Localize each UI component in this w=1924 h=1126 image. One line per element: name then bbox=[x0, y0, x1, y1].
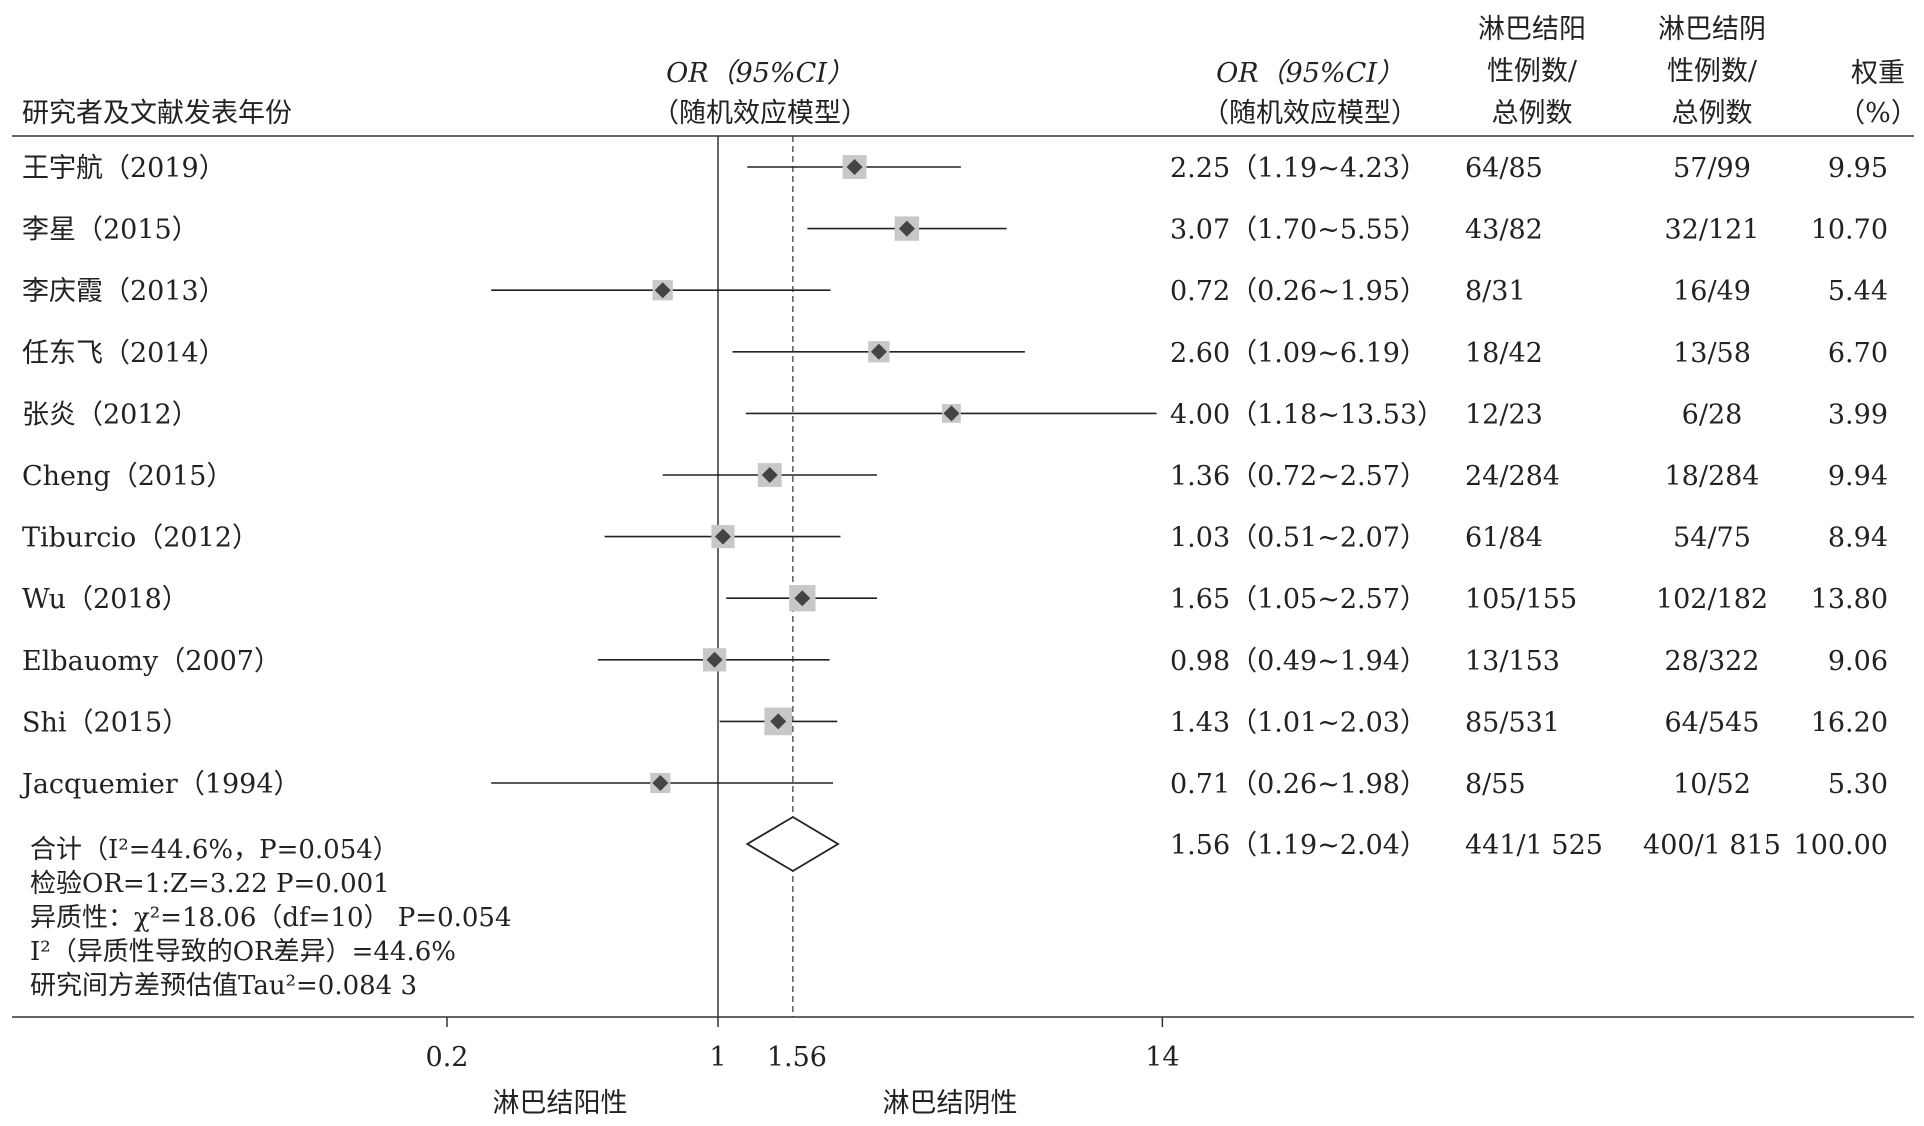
reference-tick-label: 1.56 bbox=[767, 1042, 827, 1073]
pooled-or-ci-value: 1.56（1.19~2.04） bbox=[1170, 830, 1427, 861]
study-column-header: 研究者及文献发表年份 bbox=[22, 98, 292, 129]
point-estimate-marker bbox=[761, 467, 778, 483]
or-ci-value: 2.60（1.09~6.19） bbox=[1170, 338, 1427, 369]
study-label: Tiburcio（2012） bbox=[22, 523, 259, 554]
point-estimate-marker bbox=[898, 220, 915, 237]
or-ci-value: 1.43（1.01~2.03） bbox=[1170, 707, 1427, 738]
study-label: 王宇航（2019） bbox=[22, 153, 226, 184]
positive-count: 8/55 bbox=[1465, 769, 1526, 800]
weight-value: 5.44 bbox=[1828, 276, 1888, 307]
negative-count: 6/28 bbox=[1682, 399, 1743, 430]
or-ci-value: 1.03（0.51~2.07） bbox=[1170, 523, 1427, 554]
weight-value: 3.99 bbox=[1828, 399, 1888, 430]
or-column-header-line-1: OR（95%CI） bbox=[1216, 58, 1404, 89]
plot-header-line-2: （随机效应模型） bbox=[652, 98, 868, 129]
pooled-diamond bbox=[745, 815, 840, 873]
positive-column-header: 淋巴结阳 bbox=[1478, 14, 1586, 45]
or-ci-value: 3.07（1.70~5.55） bbox=[1170, 215, 1427, 246]
or-ci-value: 0.71（0.26~1.98） bbox=[1170, 769, 1427, 800]
study-label: Wu（2018） bbox=[22, 584, 189, 615]
point-estimate-marker bbox=[846, 159, 863, 175]
study-label: 李庆霞（2013） bbox=[22, 276, 226, 307]
or-column-header-line-2: （随机效应模型） bbox=[1202, 98, 1418, 129]
positive-column-header: 总例数 bbox=[1492, 98, 1573, 129]
point-estimate-marker bbox=[654, 282, 671, 299]
point-estimate-marker bbox=[870, 343, 887, 360]
weight-value: 10.70 bbox=[1811, 215, 1888, 246]
negative-count: 18/284 bbox=[1665, 461, 1760, 492]
positive-count: 8/31 bbox=[1465, 276, 1526, 307]
positive-count: 18/42 bbox=[1465, 338, 1543, 369]
negative-count: 32/121 bbox=[1665, 215, 1760, 246]
weight-value: 9.94 bbox=[1828, 461, 1888, 492]
or-ci-value: 0.72（0.26~1.95） bbox=[1170, 276, 1427, 307]
plot-header-line-1: OR（95%CI） bbox=[666, 58, 854, 89]
statistics-line: I²（异质性导致的OR差异）=44.6% bbox=[30, 937, 456, 967]
negative-count: 28/322 bbox=[1665, 646, 1760, 677]
positive-count: 61/84 bbox=[1465, 523, 1543, 554]
study-label: 任东飞（2014） bbox=[22, 338, 226, 369]
favours-negative-label: 淋巴结阴性 bbox=[883, 1088, 1018, 1119]
weight-value: 16.20 bbox=[1811, 707, 1888, 738]
point-estimate-marker bbox=[652, 775, 669, 791]
x-tick-label: 14 bbox=[1145, 1042, 1179, 1073]
or-ci-value: 1.36（0.72~2.57） bbox=[1170, 461, 1427, 492]
point-estimate-marker bbox=[943, 405, 960, 422]
pooled-negative-count: 400/1 815 bbox=[1643, 830, 1781, 861]
positive-column-header: 性例数/ bbox=[1487, 56, 1578, 87]
statistics-line: 检验OR=1:Z=3.22 P=0.001 bbox=[30, 869, 390, 899]
positive-count: 85/531 bbox=[1465, 707, 1560, 738]
weight-value: 9.06 bbox=[1828, 646, 1888, 677]
positive-count: 43/82 bbox=[1465, 215, 1543, 246]
positive-count: 12/23 bbox=[1465, 399, 1543, 430]
positive-count: 24/284 bbox=[1465, 461, 1560, 492]
or-ci-value: 2.25（1.19~4.23） bbox=[1170, 153, 1427, 184]
or-ci-value: 0.98（0.49~1.94） bbox=[1170, 646, 1427, 677]
negative-count: 64/545 bbox=[1665, 707, 1760, 738]
pooled-weight-value: 100.00 bbox=[1794, 830, 1888, 861]
negative-count: 13/58 bbox=[1673, 338, 1751, 369]
study-label: 李星（2015） bbox=[22, 215, 199, 246]
positive-count: 105/155 bbox=[1465, 584, 1577, 615]
or-ci-value: 1.65（1.05~2.57） bbox=[1170, 584, 1427, 615]
study-label: Cheng（2015） bbox=[22, 461, 233, 492]
point-estimate-marker bbox=[714, 528, 731, 545]
negative-column-header: 淋巴结阴 bbox=[1658, 14, 1766, 45]
negative-column-header: 总例数 bbox=[1672, 98, 1753, 129]
weight-value: 8.94 bbox=[1828, 523, 1888, 554]
negative-count: 54/75 bbox=[1673, 523, 1751, 554]
point-estimate-marker bbox=[770, 713, 787, 730]
x-tick-label: 1 bbox=[709, 1042, 726, 1073]
study-label: 张炎（2012） bbox=[22, 399, 199, 430]
weight-value: 5.30 bbox=[1828, 769, 1888, 800]
weight-column-header: （%） bbox=[1838, 98, 1918, 129]
negative-column-header: 性例数/ bbox=[1667, 56, 1758, 87]
point-estimate-marker bbox=[794, 590, 811, 607]
weight-value: 6.70 bbox=[1828, 338, 1888, 369]
statistics-line: 异质性：χ²=18.06（df=10） P=0.054 bbox=[30, 903, 512, 933]
negative-count: 102/182 bbox=[1656, 584, 1768, 615]
study-label: Shi（2015） bbox=[22, 707, 189, 738]
x-tick-label: 0.2 bbox=[426, 1042, 469, 1073]
favours-positive-label: 淋巴结阳性 bbox=[493, 1088, 628, 1119]
negative-count: 16/49 bbox=[1673, 276, 1751, 307]
pooled-positive-count: 441/1 525 bbox=[1465, 830, 1603, 861]
positive-count: 13/153 bbox=[1465, 646, 1560, 677]
point-estimate-marker bbox=[706, 651, 723, 668]
negative-count: 10/52 bbox=[1673, 769, 1751, 800]
or-ci-value: 4.00（1.18~13.53） bbox=[1170, 399, 1444, 430]
weight-value: 9.95 bbox=[1828, 153, 1888, 184]
study-label: Elbauomy（2007） bbox=[22, 646, 281, 677]
weight-value: 13.80 bbox=[1811, 584, 1888, 615]
positive-count: 64/85 bbox=[1465, 153, 1543, 184]
statistics-line: 合计（I²=44.6%，P=0.054） bbox=[30, 835, 399, 865]
negative-count: 57/99 bbox=[1673, 153, 1751, 184]
statistics-line: 研究间方差预估值Tau²=0.084 3 bbox=[30, 971, 417, 1001]
study-label: Jacquemier（1994） bbox=[19, 769, 301, 800]
weight-column-header: 权重 bbox=[1851, 58, 1905, 89]
